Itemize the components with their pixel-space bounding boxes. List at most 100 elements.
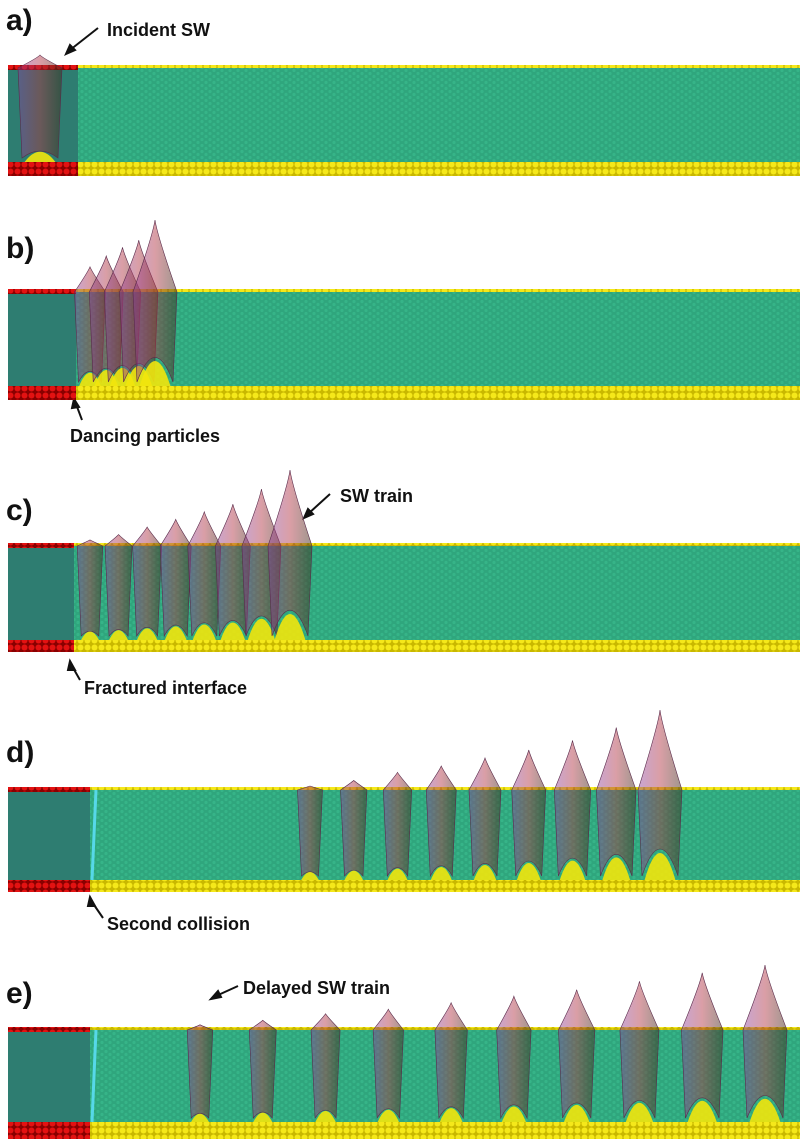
soliton-wave-d-1 [297,785,323,877]
panel-d-label: d) [6,736,34,769]
soliton-wave-d-9 [637,709,683,877]
yellow-particles-a [8,162,800,176]
yellow-splash-c-7 [247,618,276,640]
soliton-wave-c-1 [76,539,104,637]
panel-e-simulation [8,964,800,1139]
soliton-wave-b-5 [132,219,178,383]
yellow-splash-e-9 [687,1100,717,1122]
soliton-wave-c-5 [187,510,222,637]
soliton-wave-c-3 [132,526,162,638]
yellow-splash-d-9 [644,853,676,880]
left-block-d [8,790,90,880]
panel-a-label: a) [6,4,33,37]
yellow-splash-c-5 [192,624,216,640]
soliton-wave-c-8 [267,469,313,637]
soliton-wave-e-7 [558,989,596,1119]
yellow-splash-d-8 [602,857,631,880]
arrow-incident-sw [69,27,99,51]
red-particles-d [8,880,90,892]
back-edge-particles-b [8,289,800,294]
annotation-sw-train: SW train [340,486,413,506]
annotation-dancing-particles: Dancing particles [70,426,220,446]
yellow-splash-c-6 [220,622,246,640]
annotation-second-collision: Second collision [107,914,250,934]
soliton-wave-e-1 [186,1024,214,1119]
panel-d-simulation [8,709,800,892]
red-particles-c [8,640,74,652]
yellow-splash-c-8 [274,614,306,640]
panel-c-simulation [8,469,800,652]
soliton-wave-e-3 [310,1013,341,1119]
soliton-wave-c-4 [159,518,192,638]
panel-b-label: b) [6,232,34,265]
panel-e-label: e) [6,977,33,1010]
back-edge-particles-c [8,543,800,548]
yellow-splash-d-6 [516,863,541,880]
panel-c-label: c) [6,494,33,527]
yellow-splash-c-4 [164,626,187,640]
soliton-wave-e-6 [496,995,532,1120]
left-block-e [8,1030,90,1122]
yellow-particles-c [8,640,800,652]
interface-line-e [90,1029,98,1123]
green-surface-a [78,68,800,162]
yellow-splash-e-8 [625,1102,654,1122]
soliton-wave-c-6 [215,504,251,637]
yellow-splash-d-3 [387,868,408,880]
soliton-wave-d-6 [511,749,547,877]
soliton-wave-d-4 [425,765,457,878]
yellow-splash-d-7 [559,860,586,880]
red-particles-e [8,1122,90,1139]
red-back-particles-b [8,289,76,294]
red-particles-a [8,162,78,176]
soliton-wave-e-8 [619,981,660,1119]
yellow-particles-e [8,1122,800,1139]
yellow-splash-e-4 [377,1109,399,1122]
yellow-splash-c-3 [136,628,158,640]
red-back-particles-e [8,1027,90,1032]
red-back-particles-c [8,543,74,548]
soliton-wave-c-2 [104,534,133,637]
soliton-wave-a-1 [17,54,63,159]
panel-b-simulation [8,219,800,400]
yellow-splash-e-7 [563,1104,590,1122]
soliton-wave-e-5 [434,1001,468,1120]
yellow-splash-a-1 [24,151,56,162]
back-edge-particles-e [8,1027,800,1032]
soliton-wave-d-2 [340,779,368,877]
yellow-splash-d-4 [430,867,452,880]
back-edge-particles-a [8,65,800,70]
yellow-particles-b [8,386,800,400]
green-surface-b [76,292,800,386]
yellow-splash-e-1 [191,1113,209,1122]
annotation-fractured-interface: Fractured interface [84,678,247,698]
yellow-particles-d [8,880,800,892]
soliton-wave-d-5 [468,756,502,877]
soliton-wave-d-8 [596,727,637,877]
soliton-wave-e-2 [248,1019,277,1119]
yellow-splash-e-10 [749,1098,781,1122]
soliton-wave-d-7 [553,740,592,877]
red-back-particles-d [8,787,90,792]
panel-a-simulation [8,54,800,176]
soliton-wave-e-9 [681,972,724,1119]
yellow-splash-d-5 [473,865,497,880]
yellow-splash-e-3 [315,1110,336,1122]
soliton-wave-e-10 [742,964,788,1119]
yellow-splash-d-1 [301,872,319,880]
yellow-splash-d-2 [344,870,363,880]
yellow-splash-e-6 [501,1106,526,1122]
soliton-wave-e-4 [372,1008,404,1119]
left-block-b [8,292,76,386]
yellow-splash-c-2 [109,630,129,640]
annotation-delayed-sw-train: Delayed SW train [243,978,390,998]
interface-line-d [90,789,98,881]
left-block-c [8,546,74,640]
arrow-sw-train [307,493,331,515]
annotation-arrows [64,27,331,1001]
red-particles-b [8,386,76,400]
yellow-splash-c-1 [81,631,99,640]
yellow-splash-e-2 [253,1112,273,1122]
annotation-incident-sw: Incident SW [107,20,210,40]
